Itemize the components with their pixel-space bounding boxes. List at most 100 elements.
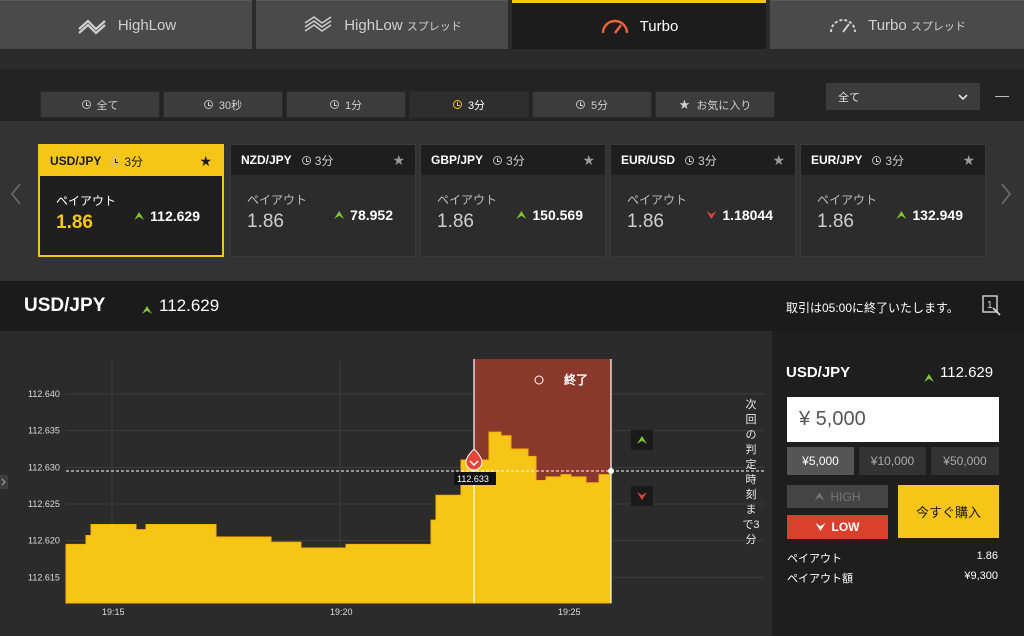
arrow-up-icon <box>814 492 825 501</box>
asset-card-eur-usd[interactable]: EUR/USD 3分 ★ ペイアウト 1.86 1.18044 <box>610 144 796 257</box>
card-rate: 112.629 <box>134 208 200 224</box>
current-rate-dot <box>608 468 614 474</box>
y-tick-label: 112.620 <box>28 536 60 546</box>
end-label: 終了 <box>564 372 588 387</box>
chevron-left-icon[interactable] <box>10 182 22 211</box>
card-duration: 3分 <box>493 152 525 169</box>
favorite-star-icon[interactable]: ★ <box>199 152 212 169</box>
rate-up-icon <box>924 369 934 387</box>
clock-icon <box>452 100 462 109</box>
rate-up-icon <box>134 212 145 220</box>
clock-icon <box>329 100 339 109</box>
one-click-icon[interactable]: 1 <box>982 295 1002 322</box>
card-pair: EUR/USD <box>621 153 676 167</box>
favorite-star-icon[interactable]: ★ <box>582 151 595 168</box>
tab-highlow-spread-label: HighLow <box>344 16 403 34</box>
high-label: HIGH <box>830 489 861 504</box>
high-button[interactable]: HIGH <box>787 485 888 508</box>
card-pair: GBP/JPY <box>431 153 484 167</box>
tab-highlow[interactable]: HighLow <box>0 0 252 49</box>
rate-up-icon <box>516 211 527 219</box>
y-tick-label: 112.635 <box>28 426 60 436</box>
subtab-5m[interactable]: 5分 <box>532 91 652 118</box>
clock-icon <box>301 155 311 165</box>
card-duration: 3分 <box>685 152 717 169</box>
asset-card-gbp-jpy[interactable]: GBP/JPY 3分 ★ ペイアウト 1.86 150.569 <box>420 144 606 257</box>
preset-10000-button[interactable]: ¥10,000 <box>859 447 926 475</box>
subtab-3m-label: 3分 <box>467 99 486 112</box>
clock-icon <box>872 155 882 165</box>
arrow-down-icon <box>815 523 826 531</box>
card-payout-label: ペイアウト <box>56 194 117 208</box>
rate-down-icon <box>706 211 717 219</box>
card-rate: 1.18044 <box>706 207 773 223</box>
subtab-5m-label: 5分 <box>590 99 609 112</box>
clock-icon <box>575 100 585 109</box>
y-tick-label: 112.625 <box>28 499 60 509</box>
card-payout: 1.86 <box>437 211 474 232</box>
y-tick-label: 112.615 <box>28 572 60 582</box>
card-pair: USD/JPY <box>50 154 102 168</box>
card-rate: 150.569 <box>516 207 583 223</box>
filter-select-value: 全て <box>838 91 860 104</box>
card-payout-label: ペイアウト <box>247 193 308 207</box>
low-button[interactable]: LOW <box>787 515 888 539</box>
y-tick-label: 112.630 <box>28 462 60 472</box>
subtab-all-label: 全て <box>96 99 119 112</box>
card-payout: 1.86 <box>247 211 284 232</box>
entry-marker-icon <box>465 448 483 471</box>
card-rate-value: 1.18044 <box>722 207 773 223</box>
price-chart[interactable]: 112.640 112.635 112.630 112.625 112.620 112.6… <box>0 331 772 636</box>
asset-card-usd-jpy[interactable]: USD/JPY 3分 ★ ペイアウト 1.86 112.629 <box>38 144 224 257</box>
card-payout-label: ペイアウト <box>437 193 498 207</box>
tab-turbo-spread[interactable]: Turbo スプレッド <box>770 0 1024 49</box>
payout-amount-value: ¥9,300 <box>964 570 998 582</box>
low-marker-icon <box>631 486 653 506</box>
rate-up-icon <box>896 211 907 219</box>
rate-up-icon <box>334 211 345 219</box>
card-header: EUR/USD 3分 ★ <box>611 145 795 175</box>
favorite-star-icon[interactable]: ★ <box>962 151 975 168</box>
tab-highlow-spread[interactable]: HighLow スプレッド <box>256 0 508 49</box>
y-tick-label: 112.640 <box>28 389 60 399</box>
card-rate: 132.949 <box>896 207 963 223</box>
preset-5000-button[interactable]: ¥5,000 <box>787 447 854 475</box>
speedometer-icon <box>600 16 630 36</box>
star-icon: ★ <box>678 96 691 112</box>
chevron-down-icon <box>958 91 968 103</box>
chevron-right-icon[interactable] <box>1000 182 1012 211</box>
filter-select[interactable]: 全て <box>826 83 980 110</box>
subtab-favorites-label: お気に入り <box>696 99 752 112</box>
clock-icon <box>111 156 121 166</box>
entry-arrow-icon <box>469 460 479 467</box>
favorite-star-icon[interactable]: ★ <box>772 151 785 168</box>
asset-card-eur-jpy[interactable]: EUR/JPY 3分 ★ ペイアウト 1.86 132.949 <box>800 144 986 257</box>
svg-text:1: 1 <box>987 300 993 311</box>
payout-amount-label: ペイアウト額 <box>787 573 853 585</box>
card-duration-label: 3分 <box>124 154 144 169</box>
high-marker-icon <box>631 430 653 450</box>
preset-50000-button[interactable]: ¥50,000 <box>931 447 999 475</box>
buy-now-button[interactable]: 今すぐ購入 <box>898 485 999 538</box>
subtab-3m[interactable]: 3分 <box>409 91 529 118</box>
rate-label: 112.633 <box>457 474 489 484</box>
subtab-30s[interactable]: 30秒 <box>163 91 283 118</box>
chart-collapse-handle[interactable] <box>0 475 8 489</box>
card-header: USD/JPY 3分 ★ <box>40 146 222 176</box>
subtab-1m[interactable]: 1分 <box>286 91 406 118</box>
favorite-star-icon[interactable]: ★ <box>392 151 405 168</box>
rate-label-box <box>454 472 496 485</box>
minimize-icon[interactable] <box>995 96 1009 97</box>
x-tick-label: 19:20 <box>330 607 353 617</box>
amount-input[interactable]: ¥ 5,000 <box>787 397 999 442</box>
card-payout: 1.86 <box>56 212 93 233</box>
subtab-all[interactable]: 全て <box>40 91 160 118</box>
asset-card-nzd-jpy[interactable]: NZD/JPY 3分 ★ ペイアウト 1.86 78.952 <box>230 144 416 257</box>
x-tick-label: 19:15 <box>102 607 125 617</box>
card-header: GBP/JPY 3分 ★ <box>421 145 605 175</box>
subtab-favorites[interactable]: ★ お気に入り <box>655 91 775 118</box>
clock-icon <box>81 100 91 109</box>
tab-turbo[interactable]: Turbo <box>512 0 766 49</box>
card-payout-label: ペイアウト <box>627 193 688 207</box>
tab-highlow-spread-sub: スプレッド <box>406 20 462 33</box>
